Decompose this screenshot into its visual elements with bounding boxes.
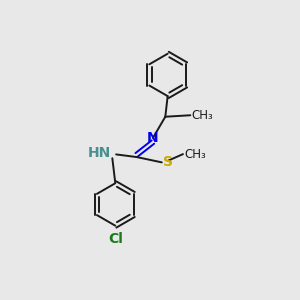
Text: N: N <box>147 131 159 145</box>
Text: HN: HN <box>88 146 111 160</box>
Text: S: S <box>163 155 173 170</box>
Text: CH₃: CH₃ <box>191 109 213 122</box>
Text: CH₃: CH₃ <box>184 148 206 160</box>
Text: Cl: Cl <box>108 232 123 246</box>
